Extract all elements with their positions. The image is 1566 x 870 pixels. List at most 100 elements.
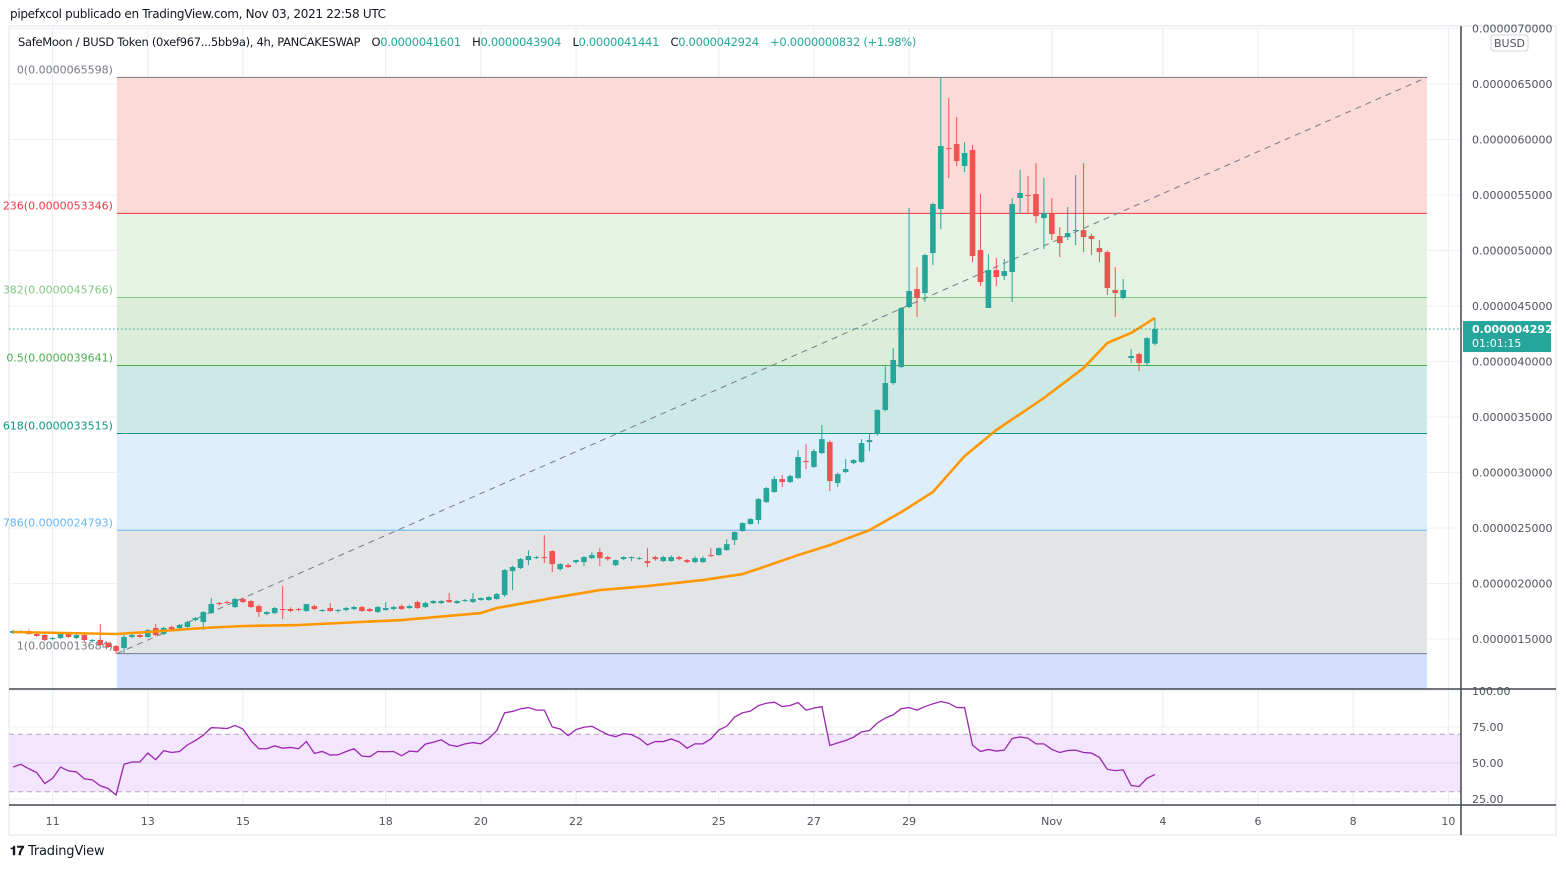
candle-down xyxy=(1136,352,1142,372)
tradingview-branding[interactable]: 𝟏𝟕 TradingView xyxy=(10,844,105,859)
rsi-pane xyxy=(9,690,1461,800)
candle-body xyxy=(628,557,635,559)
candle-body xyxy=(470,599,476,603)
brand-name: TradingView xyxy=(28,844,105,859)
candle-body xyxy=(660,557,667,562)
candle-down xyxy=(256,604,262,618)
price-axis[interactable]: 0.0000070000 0.0000065000 0.0000060000 0.00… xyxy=(1472,23,1552,647)
rsi-axis[interactable]: 100.00 75.00 50.00 25.00 xyxy=(1472,685,1511,806)
time-tick-label: 8 xyxy=(1350,815,1357,828)
open-label: O xyxy=(371,35,381,49)
candle-body xyxy=(890,360,897,384)
candle-up xyxy=(795,450,801,480)
fib-zone xyxy=(116,365,1427,434)
tradingview-logo-icon: 𝟏𝟕 xyxy=(10,844,25,859)
candle-up xyxy=(382,602,389,611)
candle-body xyxy=(898,307,904,368)
candle-up xyxy=(438,600,445,605)
candle-up xyxy=(819,424,825,455)
candle-up xyxy=(121,634,127,653)
candle-body xyxy=(533,557,540,559)
candle-up xyxy=(739,522,746,532)
price-tick-label: 0.0000045000 xyxy=(1472,300,1552,313)
time-tick-label: Nov xyxy=(1041,815,1063,828)
symbol-title[interactable]: SafeMoon / BUSD Token (0xef967...5bb9a),… xyxy=(18,35,361,49)
candle-up xyxy=(406,604,413,610)
price-tick-label: 0.0000055000 xyxy=(1472,189,1552,202)
candle-body xyxy=(10,631,16,634)
candle-up xyxy=(525,550,532,566)
currency-badge[interactable]: BUSD xyxy=(1490,34,1529,52)
candle-body xyxy=(795,457,801,479)
candle-body xyxy=(938,146,944,209)
fib-level-label: 236(0.0000053346) xyxy=(3,199,113,212)
candle-up xyxy=(715,547,722,556)
candle-up xyxy=(486,596,492,601)
price-tick-label: 0.0000025000 xyxy=(1472,522,1552,535)
candle-down xyxy=(803,444,809,469)
candle-body xyxy=(509,567,516,572)
candle-up xyxy=(985,254,992,308)
candle-body xyxy=(581,557,587,563)
candle-body xyxy=(930,203,936,254)
candle-body xyxy=(914,289,920,299)
candle-up xyxy=(1120,279,1126,300)
rsi-tick-label: 100.00 xyxy=(1472,685,1511,698)
candle-up xyxy=(232,597,238,608)
candle-down xyxy=(652,555,659,561)
candle-up xyxy=(422,601,429,608)
candle-up xyxy=(930,202,936,266)
candle-up xyxy=(842,459,849,474)
candle-up xyxy=(834,472,841,488)
price-tick-label: 0.0000020000 xyxy=(1472,578,1552,591)
candle-body xyxy=(985,270,992,308)
candle-body xyxy=(1017,193,1023,198)
price-tick-label: 0.0000015000 xyxy=(1472,633,1552,646)
candle-body xyxy=(676,557,682,560)
low-value: 0.0000041441 xyxy=(578,35,660,49)
time-axis[interactable]: 11 13 15 18 20 22 25 27 29 Nov 4 6 8 10 xyxy=(46,815,1456,828)
candle-up xyxy=(668,555,674,562)
fib-retracement[interactable] xyxy=(116,76,1428,700)
candle-down xyxy=(549,550,556,573)
candle-body xyxy=(668,557,674,562)
candle-body xyxy=(57,634,64,639)
candle-up xyxy=(731,531,738,546)
candle-down xyxy=(287,607,294,612)
candle-body xyxy=(993,270,1000,278)
symbol-legend: SafeMoon / BUSD Token (0xef967...5bb9a),… xyxy=(18,35,916,49)
fib-zone xyxy=(116,77,1427,214)
candle-down xyxy=(708,548,714,557)
candle-up xyxy=(1152,318,1158,346)
candle-body xyxy=(763,488,770,503)
fib-level-label: 0.5(0.0000039641) xyxy=(6,351,113,364)
candle-down xyxy=(295,607,302,612)
candle-body xyxy=(438,601,445,604)
candle-body xyxy=(1072,230,1079,232)
candle-body xyxy=(454,601,460,604)
candle-body xyxy=(1080,230,1087,238)
candle-down xyxy=(359,605,365,612)
candle-up xyxy=(922,253,928,303)
candle-up xyxy=(493,592,500,600)
candle-body xyxy=(692,558,698,563)
candle-body xyxy=(486,597,492,601)
candle-down xyxy=(367,607,373,612)
candle-down xyxy=(279,586,286,620)
candle-body xyxy=(1104,252,1111,289)
candle-body xyxy=(335,610,341,612)
fib-labels: 0(0.0000065598) 236(0.0000053346) 382(0.00… xyxy=(3,63,113,652)
candle-body xyxy=(121,637,127,648)
fib-level-label: 786(0.0000024793) xyxy=(3,516,113,529)
candle-body xyxy=(422,603,429,608)
candle-up xyxy=(747,518,754,525)
candle-up xyxy=(1072,175,1079,246)
candle-up xyxy=(557,562,563,571)
candle-body xyxy=(819,439,825,454)
candle-body xyxy=(327,608,333,612)
fib-level-label: 382(0.0000045766) xyxy=(3,283,113,296)
candle-up xyxy=(660,555,667,562)
candle-body xyxy=(525,556,532,561)
candle-body xyxy=(700,558,706,563)
